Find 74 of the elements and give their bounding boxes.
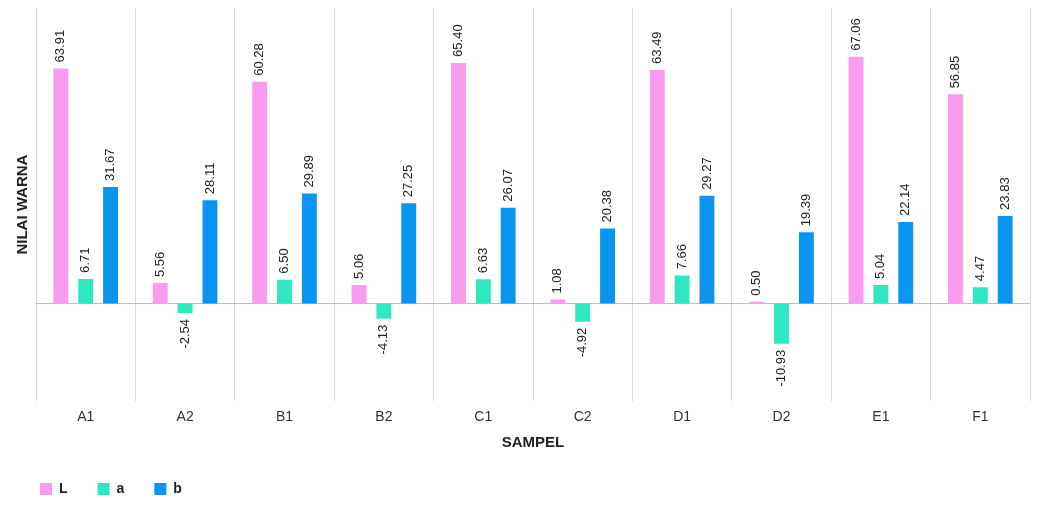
legend-label: b [173,479,182,496]
bar [78,278,94,304]
bar [376,303,392,319]
x-tick-label: B2 [375,408,393,425]
x-axis-title: SAMPEL [501,433,565,451]
bar [649,69,665,304]
bar [774,303,789,344]
data-label: -10.93 [773,349,789,387]
bar [475,279,491,304]
bar [277,279,292,304]
bar [848,56,864,304]
bar [177,303,193,313]
bar [699,195,715,304]
x-tick-label: A2 [176,408,194,425]
bar [550,299,566,304]
data-label: 65.40 [450,24,466,57]
data-label: 27.25 [400,164,416,198]
x-tick-label: D2 [772,408,791,425]
data-label: 28.11 [201,162,217,195]
data-label: -4.13 [375,324,391,355]
y-axis-title: NILAI WARNA [13,154,31,255]
bar [898,222,914,304]
data-label: 26.07 [499,169,515,202]
data-label: 6.71 [77,247,93,273]
data-label: 7.66 [673,244,689,270]
data-label: 29.89 [300,155,316,188]
bar [500,207,516,304]
x-tick-label: C2 [573,408,592,425]
bar [972,287,988,304]
data-label: 0.50 [748,270,764,296]
bar [202,200,218,304]
bar [152,283,168,304]
data-label: 5.06 [350,253,366,279]
data-label: 67.06 [847,18,863,51]
bar [873,285,889,304]
data-label: 56.85 [947,55,963,89]
bar [451,62,466,304]
bar [351,284,367,304]
data-label: 19.39 [797,193,813,227]
data-label: 22.14 [897,183,913,217]
data-label: 20.38 [599,190,615,223]
x-tick-label: F1 [972,408,989,425]
data-label: 31.67 [102,148,118,182]
bar [575,303,591,322]
bar [674,275,690,304]
x-tick-label: A1 [77,408,95,425]
data-label: 29.27 [698,157,714,190]
data-label: 1.08 [549,268,565,294]
data-label: -4.92 [574,327,590,358]
data-label: 5.04 [872,253,888,280]
bar [301,193,317,304]
data-label: -2.54 [176,318,192,349]
legend-label: L [59,479,68,496]
data-label: 63.91 [52,29,68,63]
bar [997,215,1013,304]
bar [600,228,616,304]
data-label: 5.56 [151,251,167,278]
bar [401,203,417,304]
x-tick-label: E1 [872,408,890,425]
data-label: 60.28 [251,43,267,76]
data-label: 23.83 [996,177,1012,210]
data-label: 4.47 [971,255,987,282]
legend-label: a [116,479,125,496]
x-tick-label: C1 [474,408,493,425]
bar [252,81,268,304]
data-label: 63.49 [648,31,664,64]
data-label: 6.50 [276,248,292,274]
bar [53,68,69,304]
bar [948,94,963,304]
bar [798,232,814,304]
bar [103,187,119,304]
x-tick-label: B1 [275,408,294,425]
x-tick-label: D1 [673,408,692,425]
data-label: 6.63 [474,247,490,274]
